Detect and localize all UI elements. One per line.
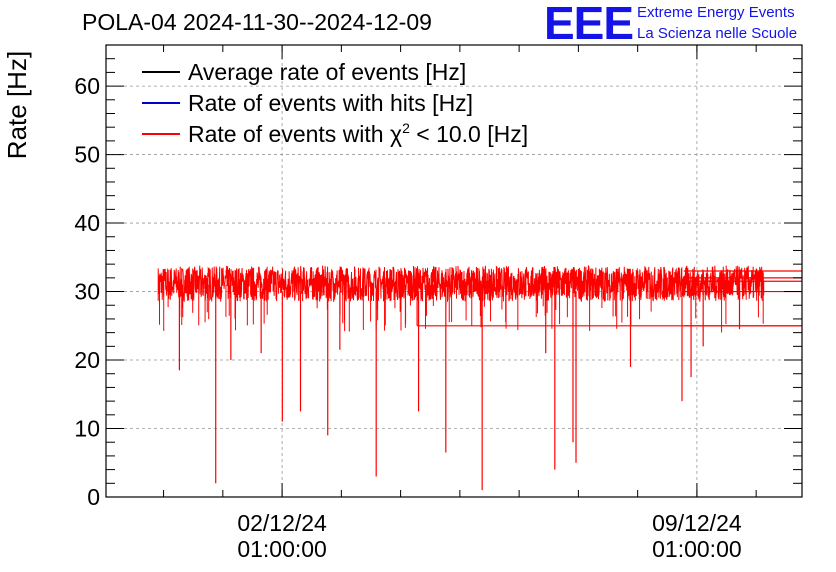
x-tick-time: 01:00:00: [237, 536, 327, 562]
y-tick-label: 60: [74, 73, 100, 99]
y-tick-label: 30: [74, 279, 100, 305]
y-tick-label: 40: [74, 210, 100, 236]
plot-frame: [105, 44, 803, 498]
y-axis-label: Rate [Hz]: [2, 51, 32, 159]
y-tick-label: 20: [74, 347, 100, 373]
legend: Average rate of events [Hz] Rate of event…: [142, 59, 528, 147]
series-chi2-rate-line: [157, 264, 765, 302]
x-tick-date: 02/12/24: [237, 510, 327, 536]
legend-label: Average rate of events [Hz]: [188, 59, 466, 85]
y-tick-label: 10: [74, 416, 100, 442]
x-tick-time: 01:00:00: [652, 536, 742, 562]
eee-logo: EEE: [544, 0, 634, 49]
logo-line-2: La Scienza nelle Scuole: [637, 25, 798, 42]
chart-title: POLA-04 2024-11-30--2024-12-09: [82, 9, 432, 35]
logo-line-1: Extreme Energy Events: [637, 4, 795, 21]
x-tick-date: 09/12/24: [652, 510, 742, 536]
axis-ticks: [106, 44, 802, 498]
data-series: [157, 264, 802, 491]
y-tick-labels: 0 10 20 30 40 50 60: [74, 73, 100, 510]
legend-label: Rate of events with χ2 < 10.0 [Hz]: [188, 120, 528, 147]
y-tick-label: 50: [74, 142, 100, 168]
legend-label: Rate of events with hits [Hz]: [188, 90, 473, 116]
y-tick-label: 0: [87, 484, 100, 510]
